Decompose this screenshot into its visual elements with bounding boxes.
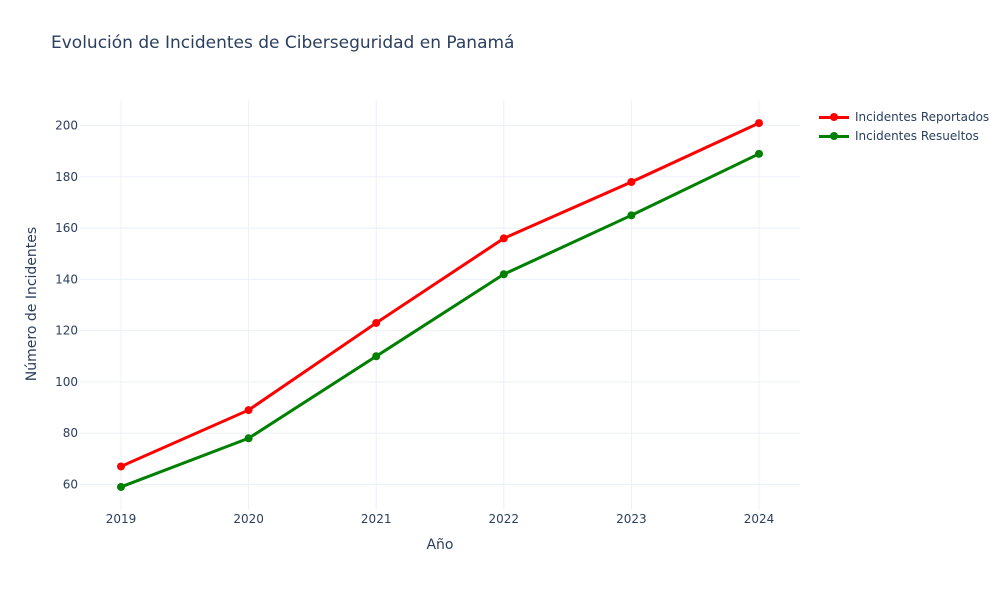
data-point-resueltos — [372, 352, 381, 361]
x-axis-title: Año — [426, 537, 454, 553]
legend-label-resueltos: Incidentes Resueltos — [855, 128, 979, 143]
y-tick-label: 140 — [55, 272, 78, 286]
data-point-resueltos — [627, 211, 636, 220]
data-point-reportados — [499, 234, 508, 243]
legend-swatch-resueltos — [819, 130, 855, 142]
series-layer — [117, 119, 763, 491]
series-line-reportados — [120, 121, 760, 468]
data-point-resueltos — [244, 434, 253, 443]
x-tick-label: 2023 — [616, 512, 647, 526]
y-tick-label: 120 — [55, 324, 78, 338]
legend[interactable]: Incidentes Reportados Incidentes Resuelt… — [819, 107, 989, 145]
legend-swatch-reportados — [819, 111, 855, 123]
y-tick-label: 60 — [63, 477, 78, 491]
data-point-reportados — [755, 119, 763, 128]
data-point-resueltos — [499, 270, 508, 279]
y-tick-label: 80 — [63, 426, 78, 440]
y-tick-label: 180 — [55, 170, 78, 184]
legend-item-reportados[interactable]: Incidentes Reportados — [819, 107, 989, 126]
legend-label-reportados: Incidentes Reportados — [855, 109, 990, 124]
x-tick-label: 2024 — [744, 512, 775, 526]
data-point-resueltos — [755, 149, 763, 158]
x-tick-label: 2019 — [106, 512, 137, 526]
data-point-reportados — [117, 462, 125, 471]
y-tick-label: 160 — [55, 221, 78, 235]
data-point-reportados — [372, 318, 381, 327]
grid-lines — [80, 100, 800, 510]
legend-item-resueltos[interactable]: Incidentes Resueltos — [819, 126, 989, 145]
series-line-resueltos — [120, 152, 760, 489]
chart-title: Evolución de Incidentes de Cibersegurida… — [51, 33, 515, 53]
axis-ticks: 60 80 100 120 140 160 180 200 2019 2020 2021 2022 20… — [55, 119, 774, 526]
x-tick-label: 2020 — [233, 512, 264, 526]
y-tick-label: 100 — [55, 375, 78, 389]
y-axis-title: Número de Incidentes — [24, 226, 40, 382]
data-point-resueltos — [117, 482, 125, 491]
data-point-reportados — [627, 178, 636, 186]
x-tick-label: 2021 — [361, 512, 392, 526]
data-point-reportados — [244, 406, 253, 415]
y-tick-label: 200 — [55, 119, 78, 133]
x-tick-label: 2022 — [489, 512, 520, 526]
